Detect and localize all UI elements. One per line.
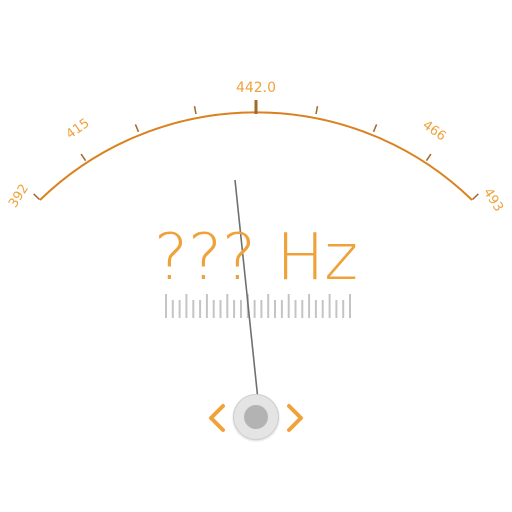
scale-label-415: 415 bbox=[64, 116, 93, 143]
scale-label-466: 466 bbox=[420, 118, 449, 145]
scale-tick bbox=[80, 153, 87, 162]
tuner-knob[interactable] bbox=[233, 394, 279, 440]
prev-button[interactable] bbox=[205, 398, 229, 438]
chevron-right-icon bbox=[287, 404, 303, 432]
scale-tick bbox=[315, 106, 319, 115]
scale-arc bbox=[39, 111, 473, 201]
scale-label-center: 442.0 bbox=[236, 80, 276, 96]
scale-tick bbox=[425, 153, 432, 162]
scale-tick bbox=[372, 124, 378, 133]
dial-knob-icon bbox=[244, 405, 268, 429]
chevron-left-icon bbox=[209, 404, 225, 432]
scale-tick bbox=[134, 124, 140, 133]
tuner-needle bbox=[234, 179, 259, 401]
scale-label-392: 392 bbox=[6, 182, 32, 211]
scale-tick bbox=[471, 193, 479, 201]
scale-ticks bbox=[33, 100, 479, 201]
fine-tune-ruler bbox=[165, 294, 351, 318]
scale-label-493: 493 bbox=[480, 186, 506, 215]
scale-tick bbox=[33, 193, 41, 201]
next-button[interactable] bbox=[283, 398, 307, 438]
scale-tick bbox=[193, 106, 197, 115]
